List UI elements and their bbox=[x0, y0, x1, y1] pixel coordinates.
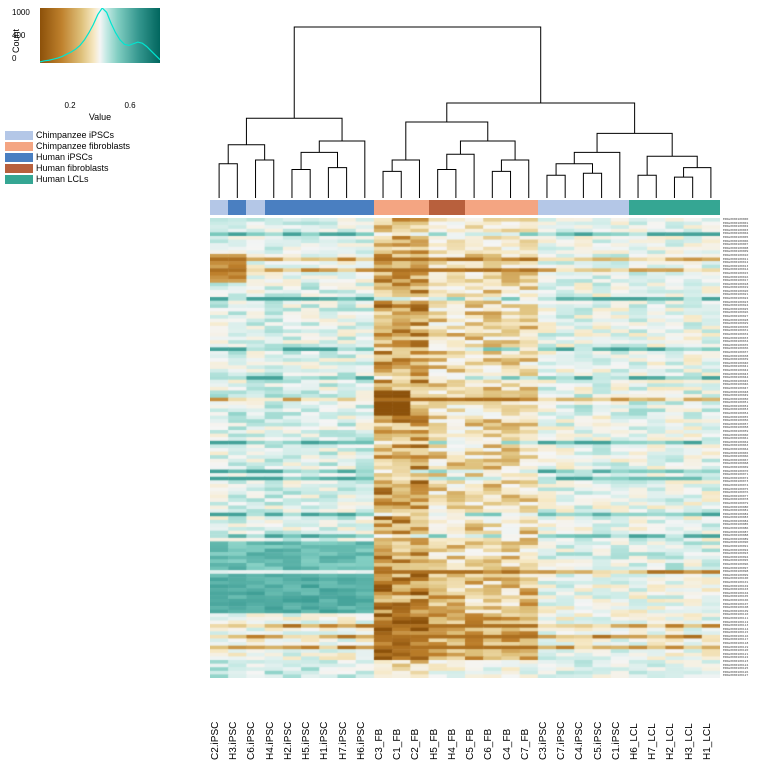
col-side-cell bbox=[502, 200, 520, 215]
color-key: Count 0 400 1000 0.2 0.6 Value bbox=[40, 8, 180, 98]
column-label: C3_FB bbox=[374, 682, 392, 762]
column-label: C4.iPSC bbox=[574, 682, 592, 762]
legend-item: Human fibroblasts bbox=[5, 163, 130, 173]
legend-item: Human iPSCs bbox=[5, 152, 130, 162]
col-side-cell bbox=[246, 200, 264, 215]
col-side-cell bbox=[684, 200, 702, 215]
col-side-cell bbox=[374, 200, 392, 215]
col-side-cell bbox=[338, 200, 356, 215]
column-label: H6_LCL bbox=[629, 682, 647, 762]
column-label: C1.iPSC bbox=[611, 682, 629, 762]
legend-item: Human LCLs bbox=[5, 174, 130, 184]
column-label: H6.iPSC bbox=[356, 682, 374, 762]
col-side-cell bbox=[283, 200, 301, 215]
legend-label: Human iPSCs bbox=[36, 152, 93, 162]
col-side-cell bbox=[319, 200, 337, 215]
col-side-cell bbox=[520, 200, 538, 215]
column-label: H4_FB bbox=[447, 682, 465, 762]
column-label: H5.iPSC bbox=[301, 682, 319, 762]
col-side-cell bbox=[447, 200, 465, 215]
legend-label: Human fibroblasts bbox=[36, 163, 109, 173]
color-key-histogram bbox=[40, 8, 160, 63]
column-label: C5_FB bbox=[465, 682, 483, 762]
column-label: H3_LCL bbox=[684, 682, 702, 762]
column-label: C6_FB bbox=[483, 682, 501, 762]
col-side-cell bbox=[702, 200, 720, 215]
legend-label: Chimpanzee fibroblasts bbox=[36, 141, 130, 151]
col-side-cell bbox=[465, 200, 483, 215]
column-label: H5_FB bbox=[429, 682, 447, 762]
legend-swatch bbox=[5, 153, 33, 162]
column-label: C5.iPSC bbox=[593, 682, 611, 762]
color-key-xlabel: Value bbox=[40, 112, 160, 122]
xtick: 0.6 bbox=[124, 101, 135, 110]
color-key-gradient bbox=[40, 8, 160, 63]
column-label: C7.iPSC bbox=[556, 682, 574, 762]
col-side-cell bbox=[629, 200, 647, 215]
column-label: C2_FB bbox=[410, 682, 428, 762]
column-label: H7.iPSC bbox=[338, 682, 356, 762]
column-label: C2.iPSC bbox=[210, 682, 228, 762]
color-key-xaxis: 0.2 0.6 bbox=[40, 101, 160, 110]
legend-swatch bbox=[5, 131, 33, 140]
col-side-cell bbox=[483, 200, 501, 215]
legend-item: Chimpanzee iPSCs bbox=[5, 130, 130, 140]
column-side-colors bbox=[210, 200, 720, 215]
legend-swatch bbox=[5, 164, 33, 173]
legend-label: Human LCLs bbox=[36, 174, 89, 184]
column-label: H2_LCL bbox=[665, 682, 683, 762]
ytick: 400 bbox=[12, 31, 30, 40]
col-side-cell bbox=[574, 200, 592, 215]
color-key-yaxis: 0 400 1000 bbox=[12, 8, 30, 63]
column-label: H7_LCL bbox=[647, 682, 665, 762]
column-label: H1_LCL bbox=[702, 682, 720, 762]
col-side-cell bbox=[611, 200, 629, 215]
legend-swatch bbox=[5, 142, 33, 151]
col-side-cell bbox=[356, 200, 374, 215]
column-label: C7_FB bbox=[520, 682, 538, 762]
legend-swatch bbox=[5, 175, 33, 184]
ytick: 0 bbox=[12, 54, 30, 63]
col-side-cell bbox=[228, 200, 246, 215]
column-label: C3.iPSC bbox=[538, 682, 556, 762]
col-side-cell bbox=[210, 200, 228, 215]
column-label: H2.iPSC bbox=[283, 682, 301, 762]
column-label: H3.iPSC bbox=[228, 682, 246, 762]
col-side-cell bbox=[665, 200, 683, 215]
col-side-cell bbox=[647, 200, 665, 215]
legend: Chimpanzee iPSCsChimpanzee fibroblastsHu… bbox=[5, 130, 130, 185]
col-side-cell bbox=[410, 200, 428, 215]
col-side-cell bbox=[556, 200, 574, 215]
col-side-cell bbox=[392, 200, 410, 215]
row-labels: ENSG0000100000 ENSG0000100001 ENSG000010… bbox=[723, 218, 765, 678]
col-side-cell bbox=[301, 200, 319, 215]
col-side-cell bbox=[538, 200, 556, 215]
column-label: H1.iPSC bbox=[319, 682, 337, 762]
col-side-cell bbox=[593, 200, 611, 215]
column-dendrogram bbox=[210, 8, 720, 198]
column-label: C6.iPSC bbox=[246, 682, 264, 762]
xtick: 0.2 bbox=[64, 101, 75, 110]
col-side-cell bbox=[265, 200, 283, 215]
legend-item: Chimpanzee fibroblasts bbox=[5, 141, 130, 151]
ytick: 1000 bbox=[12, 8, 30, 17]
column-label: C4_FB bbox=[502, 682, 520, 762]
column-label: C1_FB bbox=[392, 682, 410, 762]
legend-label: Chimpanzee iPSCs bbox=[36, 130, 114, 140]
column-labels: C2.iPSCH3.iPSCC6.iPSCH4.iPSCH2.iPSCH5.iP… bbox=[210, 682, 720, 762]
col-side-cell bbox=[429, 200, 447, 215]
column-label: H4.iPSC bbox=[265, 682, 283, 762]
heatmap bbox=[210, 218, 720, 678]
